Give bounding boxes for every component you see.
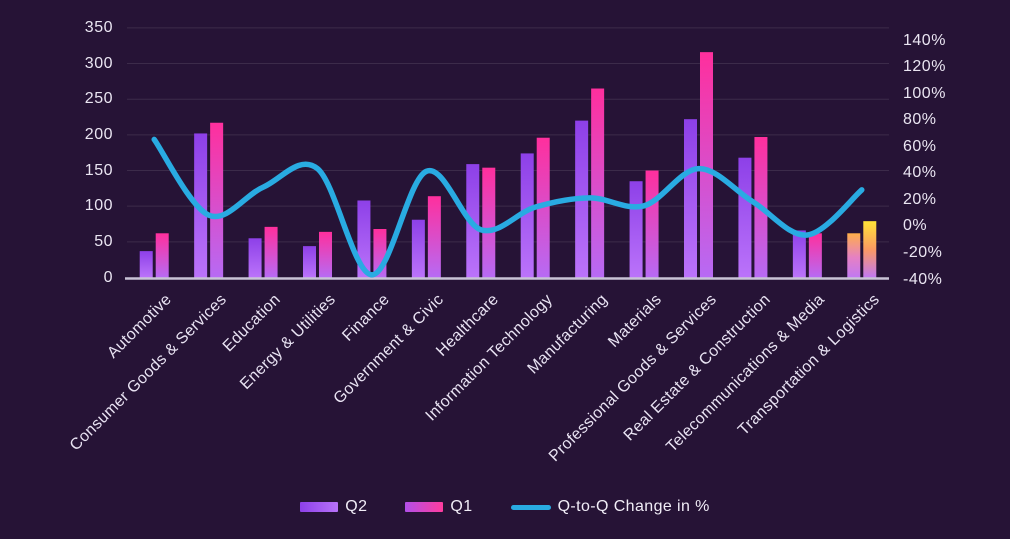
- left-axis-tick-350: 350: [84, 18, 113, 36]
- q1-swatch-icon: [405, 502, 444, 512]
- q2-swatch-icon: [300, 502, 339, 512]
- bar-series: [139, 52, 877, 278]
- bar-q1-manufacturing: [591, 88, 605, 278]
- left-axis-tick-100: 100: [84, 197, 113, 215]
- right-axis-tick--20pct: -20%: [903, 243, 943, 261]
- gridlines: [127, 27, 889, 243]
- bar-q1-automotive: [155, 233, 169, 278]
- right-axis-tick-140pct: 140%: [903, 31, 946, 49]
- right-axis-tick-120pct: 120%: [903, 58, 946, 76]
- bar-q1-transportation-logistics: [863, 221, 877, 278]
- left-axis-tick-200: 200: [84, 125, 113, 143]
- legend-label-qtoq-change: Q-to-Q Change in %: [557, 498, 710, 515]
- bar-q1-government-civic: [427, 196, 441, 278]
- right-axis-tick-80pct: 80%: [903, 111, 937, 129]
- left-axis-tick-50: 50: [94, 232, 113, 250]
- bar-q1-telecommunications-media: [808, 233, 822, 278]
- bar-q2-information-technology: [520, 153, 534, 278]
- bar-q1-professional-goods-services: [700, 52, 713, 278]
- right-axis-tick-40pct: 40%: [903, 164, 937, 182]
- bar-q2-education: [248, 238, 262, 278]
- bar-q2-professional-goods-services: [684, 119, 697, 278]
- qtoq-change-path: [151, 136, 865, 278]
- bar-q2-telecommunications-media: [792, 230, 806, 278]
- right-axis-tick-60pct: 60%: [903, 137, 937, 155]
- bar-q2-transportation-logistics: [847, 233, 861, 278]
- bar-q2-materials: [629, 181, 643, 278]
- legend-label-q1: Q1: [450, 498, 473, 515]
- bar-q1-education: [264, 226, 278, 278]
- legend: Q2 Q1 Q-to-Q Change in %: [0, 498, 1010, 516]
- right-axis-tick--40pct: -40%: [903, 270, 943, 288]
- legend-item-q2[interactable]: Q2: [300, 498, 367, 516]
- bar-q2-real-estate-construction: [738, 157, 752, 278]
- left-axis-tick-250: 250: [84, 90, 113, 108]
- bar-q2-government-civic: [411, 219, 425, 278]
- left-axis-tick-300: 300: [84, 54, 113, 72]
- bar-q1-consumer-goods-services: [210, 122, 224, 278]
- legend-item-q1[interactable]: Q1: [405, 498, 472, 516]
- bar-q2-finance: [357, 200, 371, 278]
- line-swatch-icon: [510, 504, 551, 510]
- qtoq-change-line: [151, 136, 865, 278]
- legend-item-qtoq-change[interactable]: Q-to-Q Change in %: [510, 498, 710, 516]
- legend-label-q2: Q2: [345, 498, 368, 515]
- left-axis-tick-150: 150: [84, 161, 113, 179]
- left-axis-tick-0: 0: [103, 268, 113, 286]
- right-axis-tick-20pct: 20%: [903, 190, 937, 208]
- bar-q2-automotive: [139, 251, 153, 278]
- bar-q1-healthcare: [482, 167, 496, 278]
- bar-q2-energy-utilities: [303, 246, 316, 278]
- bar-q1-materials: [645, 170, 659, 278]
- bar-q1-energy-utilities: [319, 231, 332, 278]
- right-axis-tick-100pct: 100%: [903, 84, 946, 102]
- right-axis-tick-0pct: 0%: [903, 217, 928, 235]
